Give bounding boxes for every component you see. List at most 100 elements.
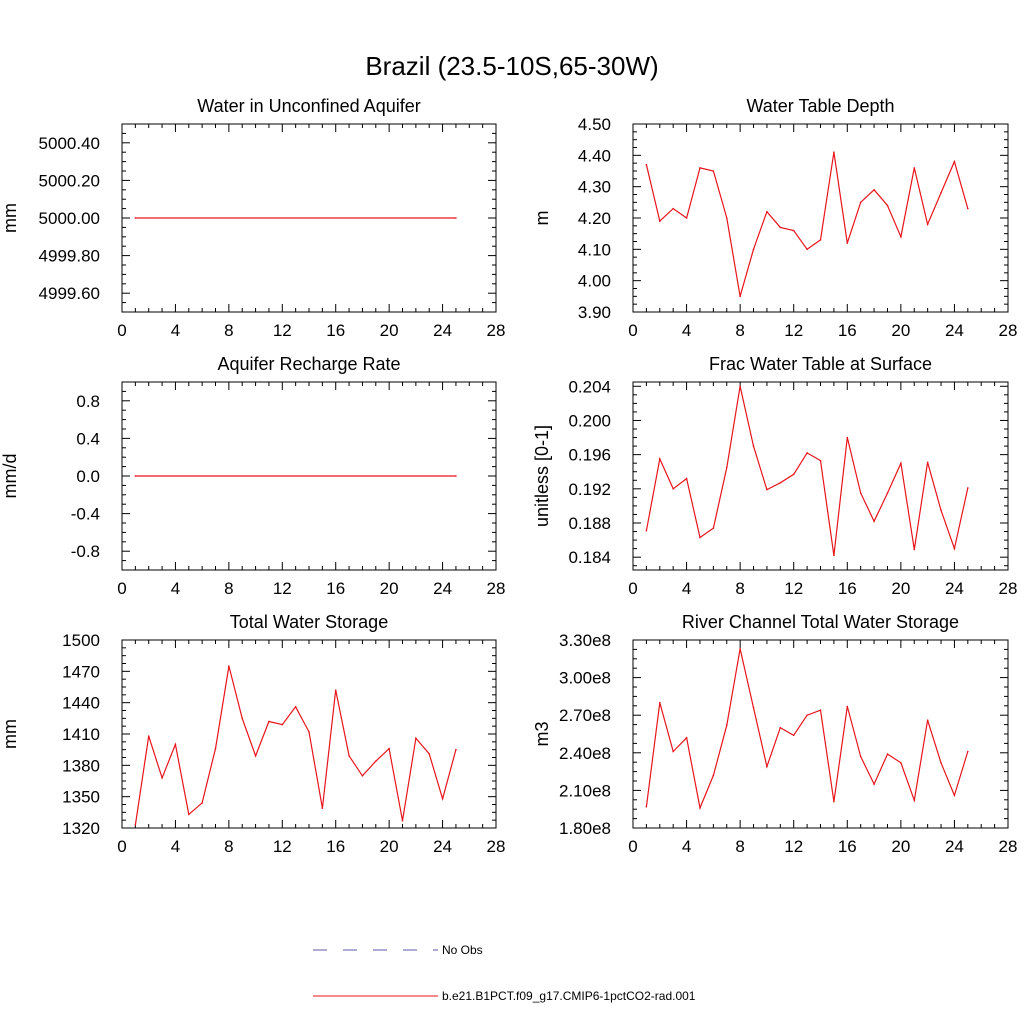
y-tick-label: 0.4 bbox=[76, 429, 100, 448]
data-point bbox=[967, 487, 969, 489]
data-point bbox=[187, 813, 190, 816]
y-tick-label: 0.0 bbox=[76, 467, 100, 486]
legend: No Obs b.e21.B1PCT.f09_g17.CMIP6-1pctCO2… bbox=[313, 943, 696, 1003]
x-tick-label: 0 bbox=[117, 321, 126, 340]
y-tick-label: 4.40 bbox=[578, 146, 611, 165]
data-point bbox=[926, 719, 929, 722]
data-point bbox=[348, 755, 350, 757]
y-axis-label: mm/d bbox=[0, 454, 20, 499]
data-point bbox=[953, 794, 956, 797]
y-tick-label: 5000.40 bbox=[39, 134, 100, 153]
x-tick-label: 0 bbox=[117, 579, 126, 598]
data-point bbox=[712, 170, 715, 172]
data-point bbox=[685, 217, 688, 219]
data-point bbox=[415, 737, 417, 739]
y-tick-label: 5000.20 bbox=[39, 171, 100, 190]
data-point bbox=[228, 665, 230, 667]
data-point bbox=[401, 819, 404, 822]
data-point bbox=[739, 647, 741, 650]
data-point bbox=[672, 750, 674, 753]
x-tick-label: 0 bbox=[628, 579, 637, 598]
data-point bbox=[147, 735, 150, 737]
x-tick-label: 20 bbox=[380, 837, 399, 856]
panel-total-water-storage: Total Water Storage 0 4 8 12 16 20 24 28 1320 1350… bbox=[0, 612, 505, 856]
y-tick-label: 3.90 bbox=[578, 303, 611, 322]
panel-title: Aquifer Recharge Rate bbox=[217, 354, 400, 374]
x-tick-label: 12 bbox=[273, 321, 292, 340]
data-point bbox=[967, 207, 969, 210]
x-tick-label: 16 bbox=[838, 579, 857, 598]
x-tick-label: 4 bbox=[171, 837, 180, 856]
y-tick-label: 4.00 bbox=[578, 272, 611, 291]
x-tick-label: 16 bbox=[838, 837, 857, 856]
panel-title: Water in Unconfined Aquifer bbox=[197, 96, 420, 116]
chart-panels: Water in Unconfined Aquifer 0 4 8 12 16 20 24 28… bbox=[0, 96, 1017, 856]
x-tick-label: 20 bbox=[380, 321, 399, 340]
y-tick-label: 2.10e8 bbox=[559, 781, 611, 800]
y-tick-label: 1320 bbox=[62, 819, 100, 838]
x-tick-label: 8 bbox=[224, 579, 233, 598]
x-tick-label: 4 bbox=[682, 837, 691, 856]
x-tick-label: 16 bbox=[838, 321, 857, 340]
data-point bbox=[953, 160, 956, 163]
data-point bbox=[161, 777, 163, 779]
data-point bbox=[268, 720, 270, 723]
plot-frame bbox=[632, 123, 1009, 313]
panel-river-channel-total-water-storage: River Channel Total Water Storage 0 4 8 12 16… bbox=[532, 612, 1017, 856]
data-point bbox=[645, 805, 648, 808]
y-tick-label: 0.188 bbox=[568, 514, 611, 533]
y-tick-label: 0.196 bbox=[568, 446, 611, 465]
data-point bbox=[455, 475, 457, 477]
data-point bbox=[886, 204, 889, 207]
y-tick-label: 0.184 bbox=[568, 548, 611, 567]
y-tick-label: 4.20 bbox=[578, 209, 611, 228]
data-point bbox=[725, 724, 728, 727]
x-tick-label: 16 bbox=[326, 321, 345, 340]
data-point bbox=[645, 163, 648, 166]
data-point bbox=[873, 189, 875, 191]
x-tick-label: 4 bbox=[682, 579, 691, 598]
data-point bbox=[940, 762, 942, 764]
data-point bbox=[886, 492, 889, 494]
y-tick-label: 1500 bbox=[62, 631, 100, 650]
data-point bbox=[766, 765, 768, 768]
data-point bbox=[940, 192, 942, 194]
y-tick-label: 1440 bbox=[62, 694, 100, 713]
data-point bbox=[658, 220, 661, 222]
data-point bbox=[752, 248, 755, 251]
data-point bbox=[699, 536, 701, 539]
data-point bbox=[388, 747, 390, 750]
panel-title: Total Water Storage bbox=[230, 612, 388, 632]
data-point bbox=[699, 807, 701, 809]
x-tick-label: 12 bbox=[784, 579, 803, 598]
series-line bbox=[134, 665, 457, 825]
x-tick-label: 0 bbox=[628, 321, 637, 340]
y-tick-label: 2.40e8 bbox=[559, 744, 611, 763]
figure-title: Brazil (23.5-10S,65-30W) bbox=[365, 51, 658, 81]
y-tick-label: 0.192 bbox=[568, 480, 611, 499]
panel-title: River Channel Total Water Storage bbox=[682, 612, 959, 632]
data-point bbox=[134, 475, 137, 477]
data-point bbox=[859, 755, 862, 758]
y-tick-label: 4.10 bbox=[578, 240, 611, 259]
x-tick-label: 24 bbox=[945, 579, 964, 598]
data-point bbox=[913, 167, 916, 169]
data-point bbox=[672, 488, 674, 490]
x-tick-label: 8 bbox=[735, 837, 744, 856]
data-point bbox=[658, 701, 661, 704]
data-point bbox=[833, 800, 835, 803]
data-point bbox=[873, 783, 875, 785]
data-point bbox=[967, 750, 969, 753]
data-point bbox=[886, 753, 889, 755]
data-point bbox=[725, 217, 728, 219]
data-point bbox=[940, 509, 942, 511]
x-tick-label: 20 bbox=[891, 579, 910, 598]
x-tick-label: 4 bbox=[171, 321, 180, 340]
data-point bbox=[806, 248, 808, 251]
x-tick-label: 16 bbox=[326, 837, 345, 856]
data-point bbox=[294, 706, 297, 708]
x-tick-label: 24 bbox=[433, 321, 452, 340]
panel-title: Frac Water Table at Surface bbox=[709, 354, 932, 374]
data-point bbox=[752, 706, 755, 709]
data-point bbox=[321, 807, 324, 809]
